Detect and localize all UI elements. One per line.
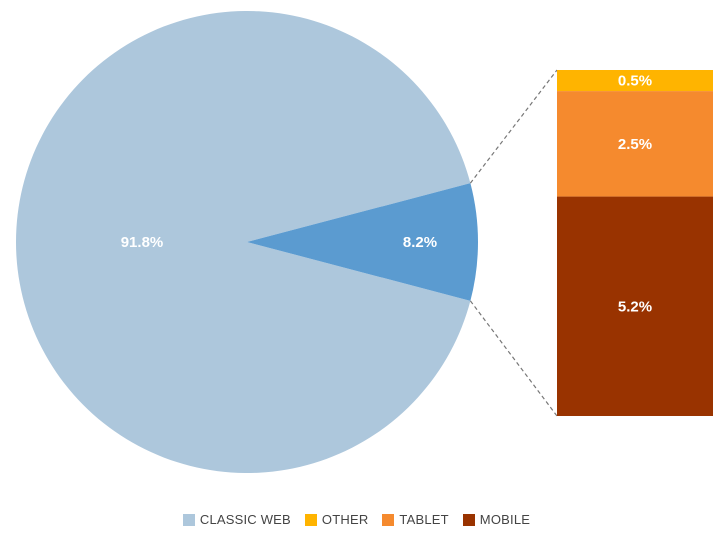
bar-label-mobile: 5.2%: [618, 298, 652, 315]
legend-item-classic-web: CLASSIC WEB: [182, 512, 291, 527]
pie-slice-classic-web: [16, 10, 471, 474]
pie-of-bar-chart: 91.8% 8.2% 0.5% 2.5% 5.2%: [16, 10, 713, 474]
legend-swatch: [462, 513, 475, 526]
pie-label-mobile-tablet-other: 8.2%: [403, 234, 437, 251]
bar-segment-mobile: [557, 196, 713, 416]
connector-lines: [469, 69, 558, 417]
breakdown-bar: 0.5% 2.5% 5.2%: [557, 70, 713, 416]
legend-item-mobile: MOBILE: [462, 512, 531, 527]
pie-slice-mobile-tablet-other: [247, 183, 479, 301]
connector-line-bottom: [469, 300, 558, 417]
legend-label: MOBILE: [479, 512, 531, 527]
pie: 91.8% 8.2%: [16, 10, 479, 474]
bar-segment-tablet: [557, 91, 713, 197]
legend-swatch: [382, 513, 395, 526]
legend-label: CLASSIC WEB: [199, 512, 291, 527]
bar-label-tablet: 2.5%: [618, 136, 652, 153]
legend-item-other: OTHER: [304, 512, 369, 527]
legend-label: TABLET: [399, 512, 449, 527]
pie-label-classic-web: 91.8%: [121, 234, 164, 251]
legend-swatch: [304, 513, 317, 526]
legend-item-tablet: TABLET: [382, 512, 449, 527]
legend-label: OTHER: [321, 512, 369, 527]
connector-line-top: [469, 69, 558, 184]
bar-label-other: 0.5%: [618, 73, 652, 90]
bar-segment-other: [557, 70, 713, 92]
legend-swatch: [182, 513, 195, 526]
legend: CLASSIC WEB OTHER TABLET MOBILE: [0, 512, 713, 527]
